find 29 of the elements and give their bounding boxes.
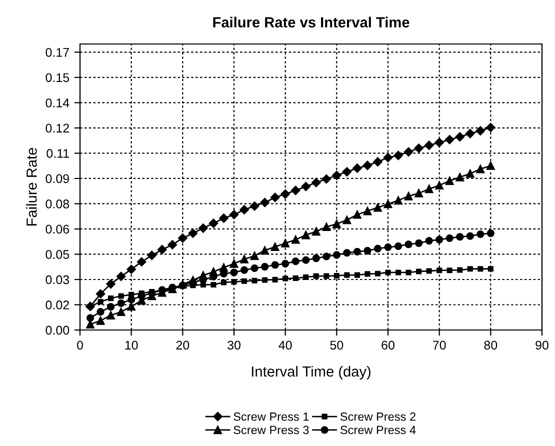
y-tick-label: 0.11 bbox=[46, 149, 69, 158]
legend-label: Screw Press 2 bbox=[340, 412, 416, 421]
y-tick-label: 0.12 bbox=[46, 124, 69, 133]
y-tick-label: 0.17 bbox=[46, 48, 69, 57]
x-tick-label: 70 bbox=[433, 340, 446, 350]
x-tick-label: 60 bbox=[382, 340, 394, 350]
x-tick-label: 40 bbox=[278, 340, 292, 350]
y-tick-label: 0.00 bbox=[46, 326, 70, 335]
y-tick-label: 0.15 bbox=[46, 73, 70, 82]
x-tick-label: 0 bbox=[77, 340, 83, 350]
y-tick-label: 0.06 bbox=[46, 224, 70, 234]
x-tick-label: 90 bbox=[536, 340, 548, 350]
y-tick-label: 0.08 bbox=[46, 200, 70, 208]
y-tick-label: 0.02 bbox=[46, 300, 69, 310]
y-tick-label: 0.05 bbox=[46, 250, 70, 259]
x-tick-label: 20 bbox=[176, 340, 190, 350]
x-tick-label: 50 bbox=[330, 340, 344, 350]
legend-label: Screw Press 1 bbox=[234, 412, 309, 421]
y-axis-title: Failure Rate bbox=[26, 148, 37, 226]
y-tick-label: 0.09 bbox=[46, 174, 69, 184]
legend-label: Screw Press 3 bbox=[234, 426, 309, 434]
chart-title: Failure Rate vs Interval Time bbox=[213, 16, 410, 28]
x-tick-label: 30 bbox=[228, 340, 240, 350]
legend-label: Screw Press 4 bbox=[340, 426, 416, 434]
x-tick-label: 10 bbox=[125, 340, 138, 350]
x-axis-title: Interval Time (day) bbox=[252, 366, 370, 380]
y-tick-label: 0.14 bbox=[46, 98, 70, 108]
y-tick-label: 0.03 bbox=[46, 275, 70, 284]
x-tick-label: 80 bbox=[484, 340, 498, 350]
